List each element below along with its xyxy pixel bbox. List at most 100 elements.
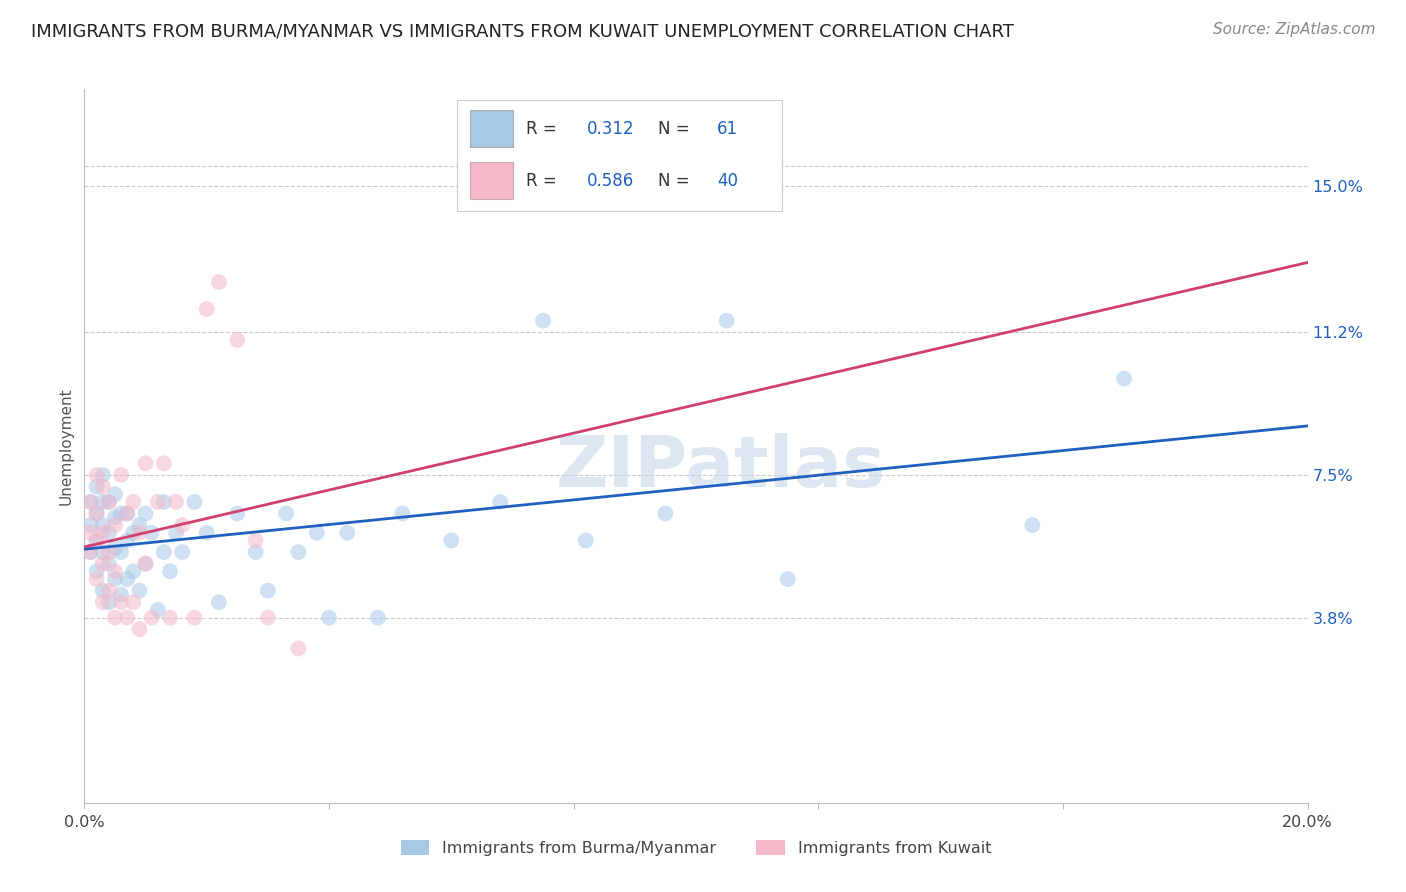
Point (159, 610, 181, 624)
Text: Source: ZipAtlas.com: Source: ZipAtlas.com (1212, 22, 1375, 37)
Point (104, 565, 127, 579)
Point (245, 545, 267, 559)
Point (91, 525, 114, 540)
Point (97, 495, 120, 509)
Point (86, 572, 108, 586)
Point (183, 610, 205, 624)
Point (86, 507, 108, 521)
Point (654, 507, 676, 521)
Point (97, 583, 120, 598)
Point (79, 525, 101, 540)
Point (122, 595, 145, 609)
Point (110, 545, 132, 559)
Point (195, 525, 218, 540)
Point (489, 495, 512, 509)
Point (146, 603, 169, 617)
Point (135, 557, 157, 571)
Point (104, 572, 127, 586)
Point (440, 533, 463, 548)
Point (165, 525, 187, 540)
Point (97, 495, 120, 509)
Point (226, 333, 249, 347)
Point (79, 495, 101, 509)
Point (115, 610, 138, 624)
Legend: Immigrants from Burma/Myanmar, Immigrants from Kuwait: Immigrants from Burma/Myanmar, Immigrant… (394, 834, 998, 863)
Point (226, 507, 249, 521)
Point (336, 525, 359, 540)
Point (146, 495, 169, 509)
Point (86, 507, 108, 521)
Point (79, 545, 101, 559)
Point (91, 545, 114, 559)
Point (135, 507, 157, 521)
Point (1114, 371, 1136, 385)
Point (128, 622, 150, 636)
Point (122, 565, 145, 579)
Point (575, 533, 598, 548)
Point (110, 507, 132, 521)
Point (1021, 518, 1043, 533)
Point (104, 510, 127, 524)
Point (104, 518, 127, 533)
Point (97, 595, 120, 609)
Point (716, 313, 738, 327)
Point (79, 545, 101, 559)
Point (115, 533, 138, 548)
Point (135, 456, 157, 470)
Point (115, 507, 138, 521)
Point (318, 610, 340, 624)
Point (86, 533, 108, 548)
Point (208, 275, 231, 289)
Point (86, 565, 108, 579)
Point (97, 557, 120, 571)
Point (115, 507, 138, 521)
Point (91, 467, 114, 482)
Point (104, 610, 127, 624)
Point (276, 507, 298, 521)
Point (153, 495, 176, 509)
Point (86, 479, 108, 493)
Point (257, 583, 280, 598)
Point (110, 587, 132, 601)
Point (141, 610, 163, 624)
Point (305, 525, 328, 540)
Y-axis label: Unemployment: Unemployment (58, 387, 73, 505)
Point (128, 583, 150, 598)
Point (165, 495, 187, 509)
Point (86, 467, 108, 482)
Point (104, 541, 127, 556)
Point (128, 525, 150, 540)
Point (141, 525, 163, 540)
Point (97, 525, 120, 540)
Point (97, 545, 120, 559)
Point (115, 572, 138, 586)
Point (195, 301, 218, 316)
Point (391, 507, 413, 521)
Point (159, 565, 181, 579)
Point (128, 518, 150, 533)
Text: ZIPatlas: ZIPatlas (555, 433, 886, 502)
Point (776, 572, 799, 586)
Text: IMMIGRANTS FROM BURMA/MYANMAR VS IMMIGRANTS FROM KUWAIT UNEMPLOYMENT CORRELATION: IMMIGRANTS FROM BURMA/MYANMAR VS IMMIGRA… (31, 22, 1014, 40)
Point (172, 545, 194, 559)
Point (287, 641, 309, 656)
Point (104, 487, 127, 501)
Point (245, 533, 267, 548)
Point (172, 518, 194, 533)
Point (183, 495, 205, 509)
Point (257, 610, 280, 624)
Point (91, 518, 114, 533)
Point (91, 595, 114, 609)
Point (367, 610, 389, 624)
Point (153, 545, 176, 559)
Point (287, 545, 309, 559)
Point (122, 525, 145, 540)
Point (531, 313, 554, 327)
Point (110, 595, 132, 609)
Point (79, 518, 101, 533)
Point (91, 495, 114, 509)
Point (91, 479, 114, 493)
Point (91, 557, 114, 571)
Point (135, 557, 157, 571)
Point (122, 495, 145, 509)
